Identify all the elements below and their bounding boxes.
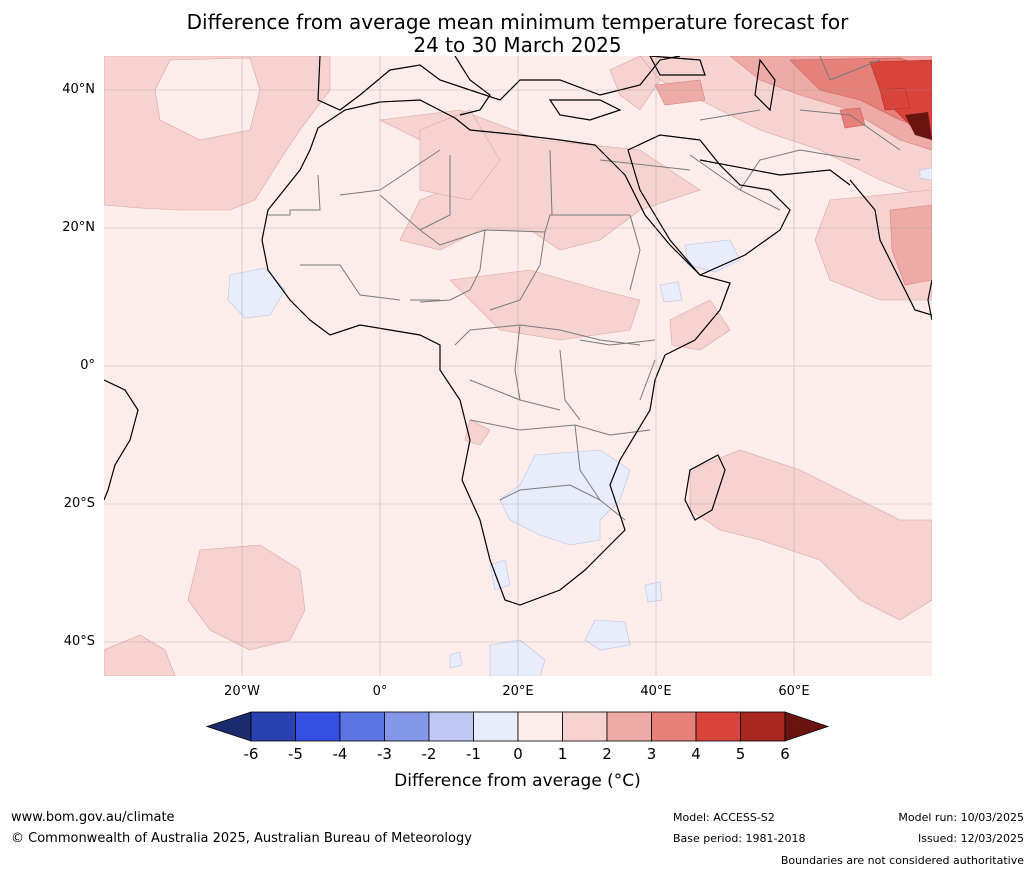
colorbar-bin [384, 711, 430, 742]
colorbar-extend-low [205, 711, 252, 742]
colorbar-tick: -4 [332, 745, 348, 763]
lat-label-40s: 40°S [63, 634, 95, 649]
coastlines [104, 56, 932, 606]
country-borders [268, 56, 901, 521]
lat-label-20s: 20°S [63, 496, 95, 511]
colorbar-bin [339, 711, 385, 742]
colorbar-bin [606, 711, 652, 742]
map-field [104, 56, 932, 676]
colorbar-bin [651, 711, 697, 742]
colorbar-bin [517, 711, 563, 742]
lat-label-40n: 40°N [62, 82, 95, 97]
colorbar-bin [562, 711, 608, 742]
colorbar-tick: 4 [691, 745, 701, 763]
colorbar-bin [473, 711, 519, 742]
footer-disclaimer: Boundaries are not considered authoritat… [780, 854, 1024, 867]
map-title-line2: 24 to 30 March 2025 [413, 33, 622, 57]
footer-issued: Issued: 12/03/2025 [917, 832, 1024, 845]
colorbar-extend-high [784, 711, 830, 742]
lon-label-20e: 20°E [502, 684, 534, 699]
graticule [104, 56, 932, 676]
colorbar-tick: -3 [377, 745, 392, 763]
lat-label-20n: 20°N [62, 220, 95, 235]
lon-label-60e: 60°E [778, 684, 810, 699]
map-title-line1: Difference from average mean minimum tem… [186, 10, 849, 34]
colorbar-tick: -1 [466, 745, 481, 763]
lon-label-40e: 40°E [640, 684, 672, 699]
colorbar-tick: -2 [421, 745, 437, 763]
colorbar-tick: -6 [243, 745, 259, 763]
colorbar [205, 711, 830, 742]
colorbar-tick: 0 [513, 745, 523, 763]
footer-copyright: © Commonwealth of Australia 2025, Austra… [11, 831, 472, 846]
lon-label-20w: 20°W [224, 684, 260, 699]
footer-website: www.bom.gov.au/climate [11, 810, 175, 825]
footer-model: Model: ACCESS-S2 [673, 811, 775, 824]
colorbar-bin [295, 711, 341, 742]
colorbar-bin [250, 711, 296, 742]
colorbar-bin [740, 711, 786, 742]
colorbar-bin [695, 711, 741, 742]
footer-base-period: Base period: 1981-2018 [673, 832, 806, 845]
colorbar-tick: 3 [646, 745, 657, 763]
colorbar-bin [428, 711, 474, 742]
colorbar-tick: 1 [557, 745, 568, 763]
colorbar-tick: 5 [735, 745, 746, 763]
colorbar-tick: 6 [780, 745, 790, 763]
lon-label-0: 0° [372, 684, 388, 699]
lat-label-0: 0° [80, 358, 95, 373]
colorbar-label: Difference from average (°C) [394, 771, 641, 791]
colorbar-tick: 2 [602, 745, 612, 763]
anomaly-5-6 [905, 112, 932, 140]
colorbar-tick: -5 [288, 745, 303, 763]
footer-model-run: Model run: 10/03/2025 [898, 811, 1024, 824]
